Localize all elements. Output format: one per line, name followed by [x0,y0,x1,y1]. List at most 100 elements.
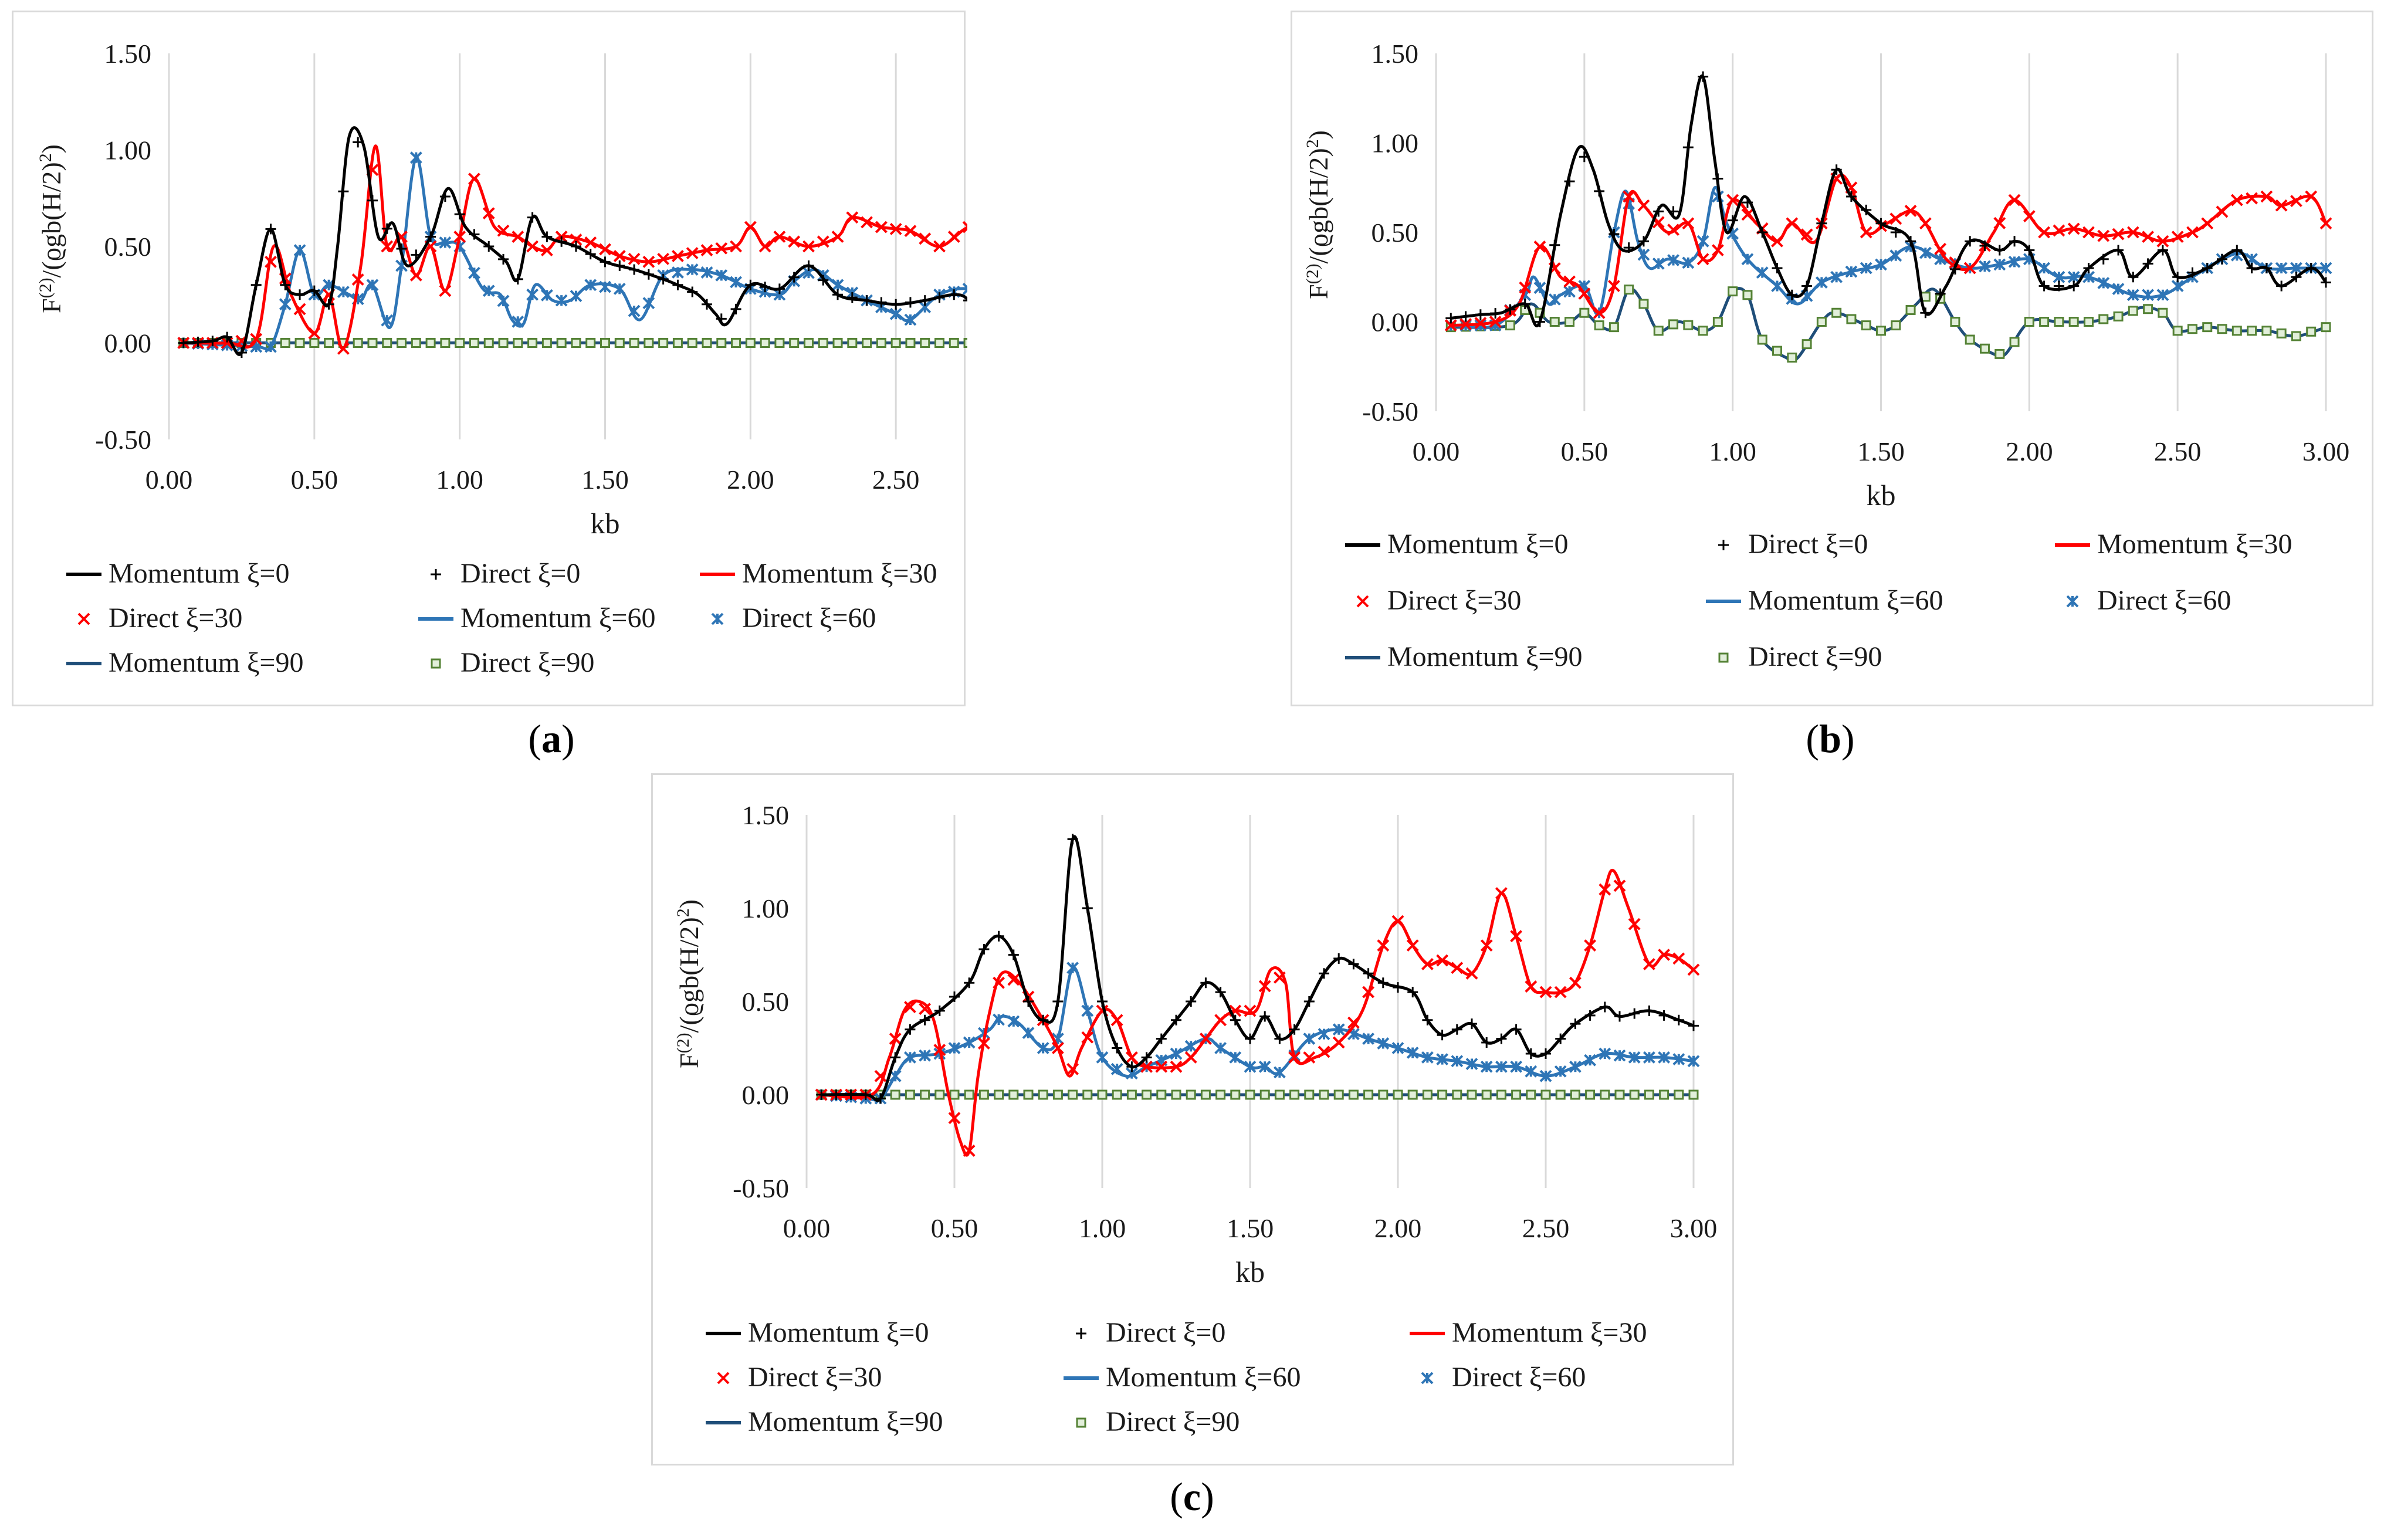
data-point [1068,1089,1078,1100]
data-point [890,1052,901,1063]
data-point [250,279,262,290]
chart-panel-b: 0.00 0.50 1.00 1.50 2.00 2.50 3.00 1.50 1.00 0.50… [1291,11,2373,706]
data-point [2038,226,2051,239]
legend-item: Direct ξ=30 [717,1362,882,1393]
data-point [1244,1004,1257,1017]
data-point [1564,317,1575,327]
data-point [919,1014,930,1025]
legend-label: Direct ξ=30 [748,1362,882,1393]
data-point [2112,228,2125,241]
data-point [411,249,422,260]
x-tick-label: 2.00 [727,465,774,495]
data-point [1965,334,1975,345]
data-point [526,240,539,253]
data-point [1993,258,2006,271]
data-point [789,338,800,348]
data-point [934,338,945,348]
data-point [934,1089,945,1100]
data-point [1905,236,1916,247]
data-point [1682,256,1695,269]
y-tick-label: 0.00 [1372,307,1419,337]
data-point [1348,1089,1359,1100]
data-point [1436,1053,1449,1065]
series-markers [178,338,967,348]
data-point [512,315,524,328]
data-point [2290,195,2302,208]
data-point [1846,314,1857,324]
data-point [2275,262,2288,275]
data-point [1526,1089,1536,1100]
data-point [570,233,583,246]
data-point [1333,1089,1344,1100]
data-point [1687,1055,1700,1068]
data-point [919,232,932,245]
data-point [2246,263,2257,273]
data-point [1184,1051,1197,1064]
data-point [1475,309,1486,320]
data-point [1377,939,1390,952]
data-point [483,338,494,348]
data-point [1200,977,1211,989]
data-point [1979,260,1991,273]
data-point [1467,1018,1477,1030]
x-tick-label: 0.50 [291,465,338,495]
data-point [1919,217,1932,230]
data-point [1110,1014,1123,1027]
y-tick-label: 0.00 [104,329,152,358]
data-point [1273,971,1286,984]
x-tick-label: 2.00 [1374,1213,1422,1243]
data-point [1259,1011,1271,1022]
data-point [293,303,306,316]
data-point [1696,253,1709,266]
data-point [1525,980,1538,993]
data-point [1599,883,1611,896]
legend-label: Direct ξ=60 [1452,1362,1586,1393]
data-point [1495,1060,1508,1073]
legend-swatch [431,569,441,580]
data-point [629,338,639,348]
data-point [1919,246,1932,259]
data-point [1319,1089,1329,1100]
data-point [672,279,683,290]
data-point [2306,326,2317,337]
data-point [978,1089,989,1100]
x-tick-label: 2.50 [872,465,920,495]
data-point [1555,1033,1566,1044]
data-point [1584,1054,1597,1067]
data-point [280,279,291,290]
data-point [1993,216,2006,229]
data-point [949,289,960,300]
data-point [439,285,452,297]
data-point [2128,306,2138,316]
data-point [2082,226,2095,239]
data-point [816,1089,827,1100]
data-point [1831,307,1842,318]
data-point [2024,317,2034,327]
data-point [1787,353,1797,363]
data-point [2038,262,2051,275]
series-line-path [821,966,1694,1102]
data-point [1505,320,1515,331]
data-point [1830,270,1843,283]
data-point [875,1093,886,1104]
data-point [715,269,728,282]
legend-label: Direct ξ=0 [1748,529,1868,560]
data-point [1698,71,1709,82]
data-point [758,240,771,253]
data-point [236,347,247,358]
data-point [745,338,756,348]
data-point [468,172,480,185]
data-point [2158,307,2168,318]
data-point [1318,1045,1330,1058]
data-point [672,338,683,348]
data-point [686,247,699,259]
data-point [2068,317,2079,327]
data-point [831,231,844,243]
data-point [1890,227,1901,238]
data-point [2098,253,2109,265]
data-point [920,1089,930,1100]
data-point [599,243,611,256]
series-markers [815,879,1700,1157]
data-point [351,273,364,286]
data-point [788,272,800,283]
